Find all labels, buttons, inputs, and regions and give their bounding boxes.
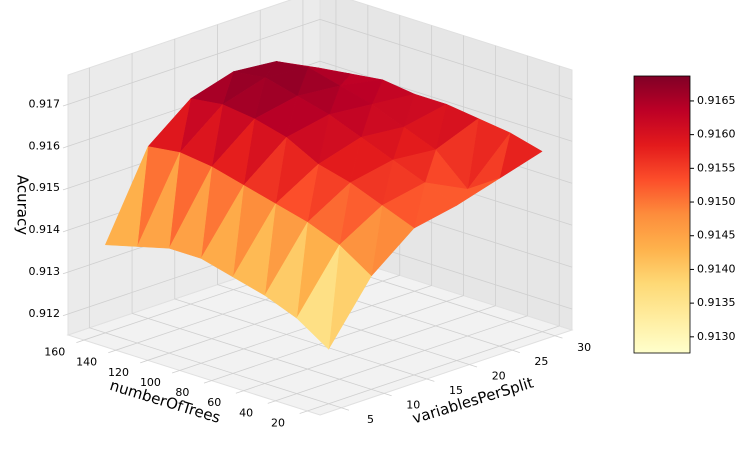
grid-line (211, 295, 464, 381)
grid-line (179, 285, 432, 371)
y-tick-label: 140 (76, 356, 97, 369)
grid-line (217, 284, 470, 365)
tick-mark (62, 145, 69, 149)
tick-mark (235, 390, 244, 394)
surface (105, 61, 543, 350)
colorbar-tick-label: 0.9130 (697, 330, 736, 343)
tick-mark (62, 313, 69, 317)
y-tick-label: 20 (271, 416, 285, 429)
surface-facet (136, 152, 181, 249)
tick-mark (62, 187, 69, 191)
x-tick-label: 25 (534, 355, 548, 368)
surface-facet (232, 203, 276, 296)
surface-facet (105, 146, 149, 247)
colorbar-tick-label: 0.9165 (697, 94, 736, 107)
grid-line (89, 327, 342, 409)
colorbar-tick-label: 0.9160 (697, 128, 736, 141)
surface-facet (264, 222, 308, 319)
tick-mark (383, 393, 392, 397)
grid-line (319, 60, 573, 142)
grid-line (174, 298, 427, 380)
colorbar: 0.9130 0.9135 0.9140 0.9145 0.9150 0.9155 0.91… (633, 75, 736, 354)
grid-line (243, 305, 496, 392)
x-tick-label: 15 (449, 384, 463, 397)
x-tick-label: 5 (367, 413, 374, 426)
tick-mark (76, 339, 85, 343)
surface-facet (296, 244, 340, 350)
z-tick-label: 0.916 (29, 139, 61, 152)
z-tick-label: 0.914 (29, 223, 61, 236)
surface-facet (200, 185, 244, 278)
grid-line (307, 325, 560, 412)
tick-mark (554, 335, 563, 339)
tick-mark (140, 359, 148, 364)
surface-facet (168, 166, 213, 259)
grid-line (131, 313, 385, 394)
x-axis-label: variablesPerSplit (410, 374, 535, 428)
y-tick-label: 100 (140, 376, 161, 389)
x-tick-label: 20 (492, 370, 506, 383)
tick-mark (62, 103, 69, 107)
colorbar-tick-label: 0.9140 (697, 262, 736, 275)
y-axis-label: numberOfTrees (108, 376, 223, 427)
tick-mark (108, 349, 116, 354)
grid-line (67, 18, 321, 105)
y-tick-label: 160 (44, 346, 65, 359)
tick-mark (512, 349, 520, 353)
x-tick-label: 30 (577, 341, 591, 354)
z-axis-label: Acuracy (14, 175, 32, 235)
tick-mark (62, 271, 69, 275)
tick-mark (469, 364, 478, 368)
grid-line (319, 18, 573, 100)
z-tick-label: 0.915 (29, 181, 61, 194)
y-tick-label: 40 (239, 406, 253, 419)
tick-mark (341, 407, 350, 411)
colorbar-tick-label: 0.9145 (697, 229, 736, 242)
tick-mark (203, 380, 212, 384)
z-tick-label: 0.912 (29, 307, 61, 320)
x-tick-label: 10 (406, 398, 420, 411)
z-tick-label: 0.913 (29, 265, 61, 278)
grid-line (275, 315, 528, 402)
colorbar-tick-label: 0.9155 (697, 161, 736, 174)
tick-mark (299, 410, 308, 414)
y-tick-label: 80 (175, 386, 189, 399)
colorbar-tick-label: 0.9135 (697, 296, 736, 309)
tick-mark (426, 378, 435, 382)
colorbar-gradient (633, 75, 691, 354)
tick-mark (171, 370, 180, 374)
y-tick-label: 120 (108, 366, 129, 379)
colorbar-tick-label: 0.9150 (697, 195, 736, 208)
z-tick-label: 0.917 (29, 97, 61, 110)
y-tick-label: 60 (207, 396, 221, 409)
tick-mark (267, 400, 276, 404)
tick-mark (62, 229, 69, 233)
